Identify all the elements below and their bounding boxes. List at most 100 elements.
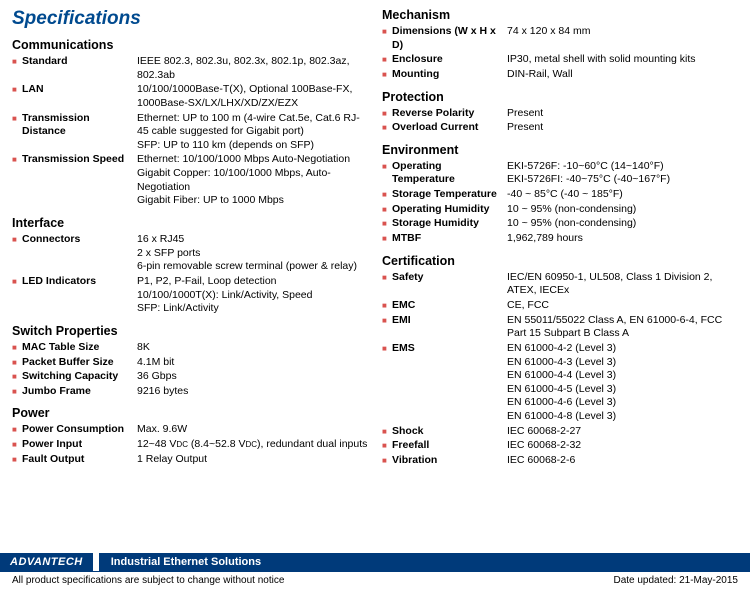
bullet-icon: ■ xyxy=(12,341,22,353)
spec-value: EN 61000-4-2 (Level 3)EN 61000-4-3 (Leve… xyxy=(507,342,738,424)
bullet-icon: ■ xyxy=(382,188,392,200)
spec-label: Shock xyxy=(392,425,507,439)
bullet-icon: ■ xyxy=(382,232,392,244)
section-title: Switch Properties xyxy=(12,324,368,338)
spec-label: Jumbo Frame xyxy=(22,385,137,399)
spec-value: IEC/EN 60950-1, UL508, Class 1 Division … xyxy=(507,271,738,298)
spec-label: Connectors xyxy=(22,233,137,247)
spec-label: Operating Humidity xyxy=(392,203,507,217)
bullet-icon: ■ xyxy=(12,153,22,165)
spec-row: ■Jumbo Frame9216 bytes xyxy=(12,385,368,399)
spec-row: ■Reverse PolarityPresent xyxy=(382,107,738,121)
bullet-icon: ■ xyxy=(382,342,392,354)
footer-disclaimer: All product specifications are subject t… xyxy=(12,575,284,586)
spec-value: 1 Relay Output xyxy=(137,453,368,467)
spec-row: ■MTBF1,962,789 hours xyxy=(382,232,738,246)
section-title: Mechanism xyxy=(382,8,738,22)
spec-row: ■Fault Output1 Relay Output xyxy=(12,453,368,467)
spec-label: LAN xyxy=(22,83,137,97)
footer-tagline: Industrial Ethernet Solutions xyxy=(99,553,750,571)
spec-row: ■LED IndicatorsP1, P2, P-Fail, Loop dete… xyxy=(12,275,368,316)
bullet-icon: ■ xyxy=(382,425,392,437)
spec-content: Specifications Communications■StandardIE… xyxy=(0,0,750,469)
spec-label: Power Consumption xyxy=(22,423,137,437)
spec-value: P1, P2, P-Fail, Loop detection10/100/100… xyxy=(137,275,368,316)
spec-value: Ethernet: 10/100/1000 Mbps Auto-Negotiat… xyxy=(137,153,368,208)
bullet-icon: ■ xyxy=(12,275,22,287)
spec-row: ■Transmission SpeedEthernet: 10/100/1000… xyxy=(12,153,368,208)
right-column: Mechanism■Dimensions (W x H x D)74 x 120… xyxy=(382,8,738,469)
bullet-icon: ■ xyxy=(382,439,392,451)
spec-row: ■Operating Humidity10 ~ 95% (non-condens… xyxy=(382,203,738,217)
spec-label: Safety xyxy=(392,271,507,285)
spec-value: 10 ~ 95% (non-condensing) xyxy=(507,217,738,231)
bullet-icon: ■ xyxy=(382,53,392,65)
section-title: Protection xyxy=(382,90,738,104)
spec-value: DIN-Rail, Wall xyxy=(507,68,738,82)
spec-label: Overload Current xyxy=(392,121,507,135)
spec-label: Vibration xyxy=(392,454,507,468)
page-title: Specifications xyxy=(12,8,368,30)
bullet-icon: ■ xyxy=(382,271,392,283)
footer-date: Date updated: 21-May-2015 xyxy=(613,575,738,586)
spec-value: CE, FCC xyxy=(507,299,738,313)
bullet-icon: ■ xyxy=(12,438,22,450)
bullet-icon: ■ xyxy=(12,356,22,368)
spec-row: ■Packet Buffer Size4.1M bit xyxy=(12,356,368,370)
spec-value: IEC 60068-2-27 xyxy=(507,425,738,439)
footer: ADVANTECH Industrial Ethernet Solutions … xyxy=(0,553,750,591)
spec-label: Standard xyxy=(22,55,137,69)
bullet-icon: ■ xyxy=(382,160,392,172)
spec-label: Dimensions (W x H x D) xyxy=(392,25,507,52)
spec-label: Storage Humidity xyxy=(392,217,507,231)
spec-value: 10/100/1000Base-T(X), Optional 100Base-F… xyxy=(137,83,368,110)
spec-row: ■MAC Table Size8K xyxy=(12,341,368,355)
spec-value: EKI-5726F: -10~60°C (14~140°F)EKI-5726FI… xyxy=(507,160,738,187)
spec-value: -40 ~ 85°C (-40 ~ 185°F) xyxy=(507,188,738,202)
section-title: Power xyxy=(12,406,368,420)
spec-row: ■FreefallIEC 60068-2-32 xyxy=(382,439,738,453)
spec-value: EN 55011/55022 Class A, EN 61000-6-4, FC… xyxy=(507,314,738,341)
spec-value: IEC 60068-2-32 xyxy=(507,439,738,453)
spec-row: ■Switching Capacity36 Gbps xyxy=(12,370,368,384)
spec-value: Ethernet: UP to 100 m (4-wire Cat.5e, Ca… xyxy=(137,112,368,153)
bullet-icon: ■ xyxy=(382,25,392,37)
bullet-icon: ■ xyxy=(12,55,22,67)
bullet-icon: ■ xyxy=(12,112,22,124)
spec-row: ■Dimensions (W x H x D)74 x 120 x 84 mm xyxy=(382,25,738,52)
spec-label: Transmission Distance xyxy=(22,112,137,139)
spec-value: IEEE 802.3, 802.3u, 802.3x, 802.1p, 802.… xyxy=(137,55,368,82)
spec-row: ■Overload CurrentPresent xyxy=(382,121,738,135)
spec-label: Operating Temperature xyxy=(392,160,507,187)
spec-row: ■StandardIEEE 802.3, 802.3u, 802.3x, 802… xyxy=(12,55,368,82)
spec-row: ■Transmission DistanceEthernet: UP to 10… xyxy=(12,112,368,153)
bullet-icon: ■ xyxy=(12,423,22,435)
spec-value: 9216 bytes xyxy=(137,385,368,399)
section-title: Certification xyxy=(382,254,738,268)
bullet-icon: ■ xyxy=(382,68,392,80)
spec-label: EMS xyxy=(392,342,507,356)
spec-value: 74 x 120 x 84 mm xyxy=(507,25,738,39)
bullet-icon: ■ xyxy=(382,121,392,133)
bullet-icon: ■ xyxy=(12,83,22,95)
spec-row: ■EMSEN 61000-4-2 (Level 3)EN 61000-4-3 (… xyxy=(382,342,738,424)
spec-label: Fault Output xyxy=(22,453,137,467)
spec-value: 16 x RJ452 x SFP ports6-pin removable sc… xyxy=(137,233,368,274)
spec-label: Reverse Polarity xyxy=(392,107,507,121)
spec-row: ■Storage Temperature-40 ~ 85°C (-40 ~ 18… xyxy=(382,188,738,202)
spec-value: 8K xyxy=(137,341,368,355)
spec-value: Present xyxy=(507,121,738,135)
spec-row: ■Power ConsumptionMax. 9.6W xyxy=(12,423,368,437)
section-title: Communications xyxy=(12,38,368,52)
footer-logo: ADVANTECH xyxy=(0,553,93,571)
spec-label: EMI xyxy=(392,314,507,328)
spec-row: ■LAN10/100/1000Base-T(X), Optional 100Ba… xyxy=(12,83,368,110)
spec-label: Mounting xyxy=(392,68,507,82)
spec-label: Freefall xyxy=(392,439,507,453)
spec-row: ■Connectors16 x RJ452 x SFP ports6-pin r… xyxy=(12,233,368,274)
spec-row: ■EMCCE, FCC xyxy=(382,299,738,313)
spec-row: ■SafetyIEC/EN 60950-1, UL508, Class 1 Di… xyxy=(382,271,738,298)
spec-row: ■Power Input12~48 VDC (8.4~52.8 VDC), re… xyxy=(12,438,368,452)
spec-row: ■VibrationIEC 60068-2-6 xyxy=(382,454,738,468)
spec-value: IEC 60068-2-6 xyxy=(507,454,738,468)
